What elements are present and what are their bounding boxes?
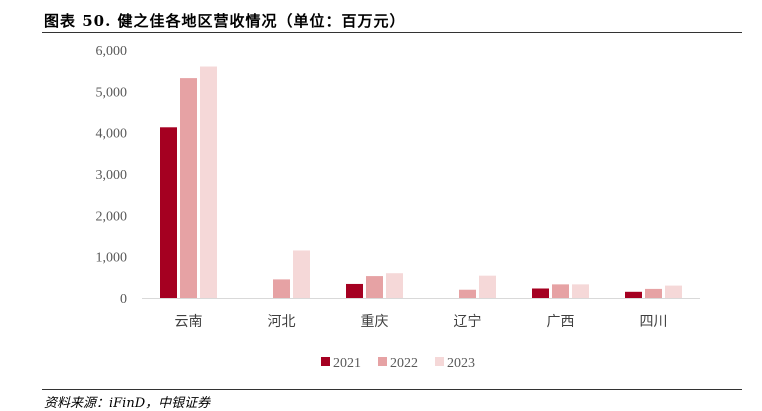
x-category-label: 辽宁 [454,313,482,330]
bar-2022 [273,279,290,298]
y-tick-label: 5,000 [96,85,128,100]
bar-2022 [459,289,476,298]
bar-2022 [552,284,569,298]
y-tick-label: 3,000 [96,168,128,183]
x-category-label: 广西 [547,314,575,330]
legend-swatch-2023 [435,357,444,366]
source-divider [42,389,742,390]
bar-2022 [366,276,383,298]
bar-2023 [386,273,403,298]
bar-2023 [572,284,589,298]
x-axis: 云南 河北 重庆 辽宁 广西 四川 [142,298,700,330]
x-category-label: 重庆 [361,314,389,330]
x-category-label: 云南 [175,314,203,330]
legend: 2021 2022 2023 [321,356,475,371]
y-tick-label: 4,000 [96,127,128,142]
chart-title: 图表 50. 健之佳各地区营收情况（单位：百万元） [44,12,406,30]
source-note: 资料来源：iFinD，中银证券 [44,396,211,411]
legend-label: 2022 [390,356,418,371]
y-tick-label: 6,000 [96,44,128,59]
bar-2021 [160,127,177,298]
bar-2023 [200,66,217,299]
legend-swatch-2021 [321,357,330,366]
bar-2021 [532,288,549,298]
y-axis: 0 1,000 2,000 3,000 4,000 5,000 6,000 [96,44,128,307]
legend-label: 2021 [333,356,361,371]
legend-label: 2023 [447,356,475,371]
x-category-label: 四川 [640,314,668,330]
bar-2023 [479,275,496,298]
bar-2021 [346,283,363,298]
title-divider [42,32,742,33]
bar-2022 [180,78,197,299]
y-tick-label: 2,000 [96,209,128,224]
bar-2023 [665,285,682,298]
bar-2021 [625,291,642,298]
chart-title-row: 图表 50. 健之佳各地区营收情况（单位：百万元） [44,8,744,32]
legend-swatch-2022 [378,357,387,366]
bar-2023 [293,250,310,298]
bar-2022 [645,288,662,298]
y-tick-label: 0 [120,292,127,307]
y-tick-label: 1,000 [96,251,128,266]
x-category-label: 河北 [268,314,296,330]
bar-series-group [160,66,682,299]
